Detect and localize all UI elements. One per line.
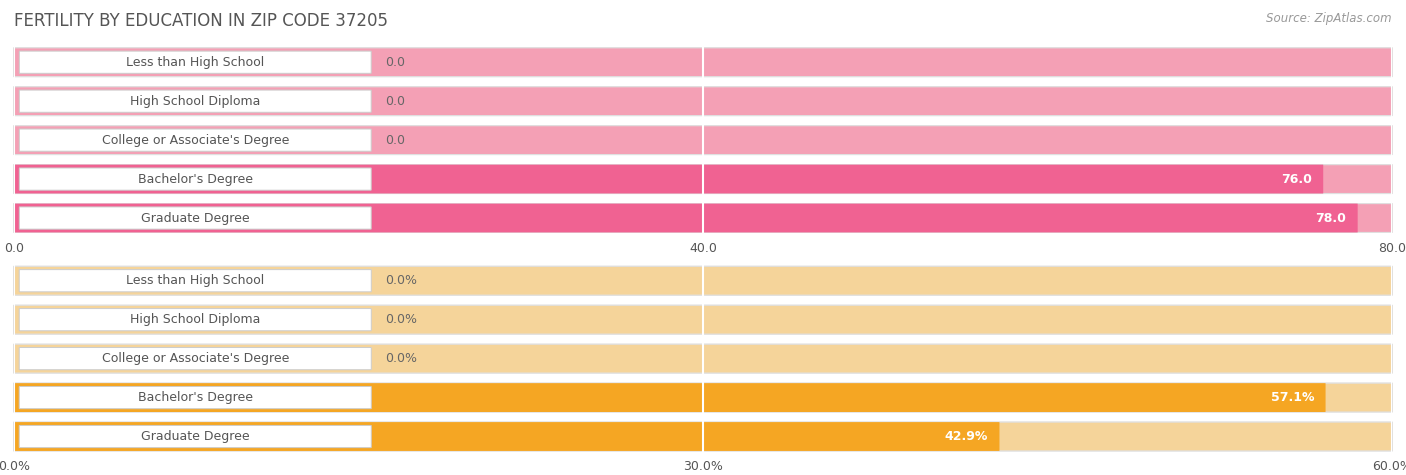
Text: Bachelor's Degree: Bachelor's Degree: [138, 172, 253, 186]
FancyBboxPatch shape: [14, 126, 1392, 154]
FancyBboxPatch shape: [20, 168, 371, 190]
Text: College or Associate's Degree: College or Associate's Degree: [101, 133, 290, 147]
FancyBboxPatch shape: [14, 305, 1392, 334]
FancyBboxPatch shape: [14, 87, 1392, 115]
FancyBboxPatch shape: [20, 90, 371, 112]
FancyBboxPatch shape: [14, 344, 1392, 373]
Text: 57.1%: 57.1%: [1271, 391, 1315, 404]
FancyBboxPatch shape: [14, 87, 1392, 115]
FancyBboxPatch shape: [14, 383, 1392, 412]
FancyBboxPatch shape: [14, 126, 1392, 154]
FancyBboxPatch shape: [20, 129, 371, 151]
Text: Less than High School: Less than High School: [127, 274, 264, 287]
Text: 0.0: 0.0: [385, 133, 405, 147]
Text: High School Diploma: High School Diploma: [131, 313, 260, 326]
FancyBboxPatch shape: [14, 204, 1392, 232]
FancyBboxPatch shape: [14, 165, 1323, 193]
FancyBboxPatch shape: [14, 48, 1392, 76]
FancyBboxPatch shape: [14, 48, 1392, 76]
FancyBboxPatch shape: [14, 165, 1392, 193]
Text: 0.0%: 0.0%: [385, 313, 416, 326]
FancyBboxPatch shape: [20, 387, 371, 408]
Text: 78.0: 78.0: [1316, 211, 1347, 225]
FancyBboxPatch shape: [14, 344, 1392, 373]
Text: 42.9%: 42.9%: [945, 430, 988, 443]
Text: Graduate Degree: Graduate Degree: [141, 430, 249, 443]
FancyBboxPatch shape: [20, 51, 371, 73]
FancyBboxPatch shape: [20, 309, 371, 331]
Text: 0.0: 0.0: [385, 56, 405, 69]
FancyBboxPatch shape: [14, 204, 1358, 232]
FancyBboxPatch shape: [20, 270, 371, 292]
FancyBboxPatch shape: [14, 383, 1326, 412]
FancyBboxPatch shape: [14, 383, 1392, 412]
Text: 76.0: 76.0: [1281, 172, 1312, 186]
Text: High School Diploma: High School Diploma: [131, 95, 260, 108]
FancyBboxPatch shape: [14, 266, 1392, 295]
FancyBboxPatch shape: [20, 426, 371, 447]
Text: College or Associate's Degree: College or Associate's Degree: [101, 352, 290, 365]
FancyBboxPatch shape: [14, 422, 1000, 451]
Text: Less than High School: Less than High School: [127, 56, 264, 69]
Text: 0.0%: 0.0%: [385, 274, 416, 287]
FancyBboxPatch shape: [14, 422, 1392, 451]
Text: Bachelor's Degree: Bachelor's Degree: [138, 391, 253, 404]
Text: Source: ZipAtlas.com: Source: ZipAtlas.com: [1267, 12, 1392, 25]
FancyBboxPatch shape: [20, 207, 371, 229]
Text: 0.0: 0.0: [385, 95, 405, 108]
Text: 0.0%: 0.0%: [385, 352, 416, 365]
FancyBboxPatch shape: [14, 305, 1392, 334]
FancyBboxPatch shape: [14, 422, 1392, 451]
Text: FERTILITY BY EDUCATION IN ZIP CODE 37205: FERTILITY BY EDUCATION IN ZIP CODE 37205: [14, 12, 388, 30]
Text: Graduate Degree: Graduate Degree: [141, 211, 249, 225]
FancyBboxPatch shape: [14, 204, 1392, 232]
FancyBboxPatch shape: [14, 165, 1392, 193]
FancyBboxPatch shape: [14, 266, 1392, 295]
FancyBboxPatch shape: [20, 348, 371, 370]
